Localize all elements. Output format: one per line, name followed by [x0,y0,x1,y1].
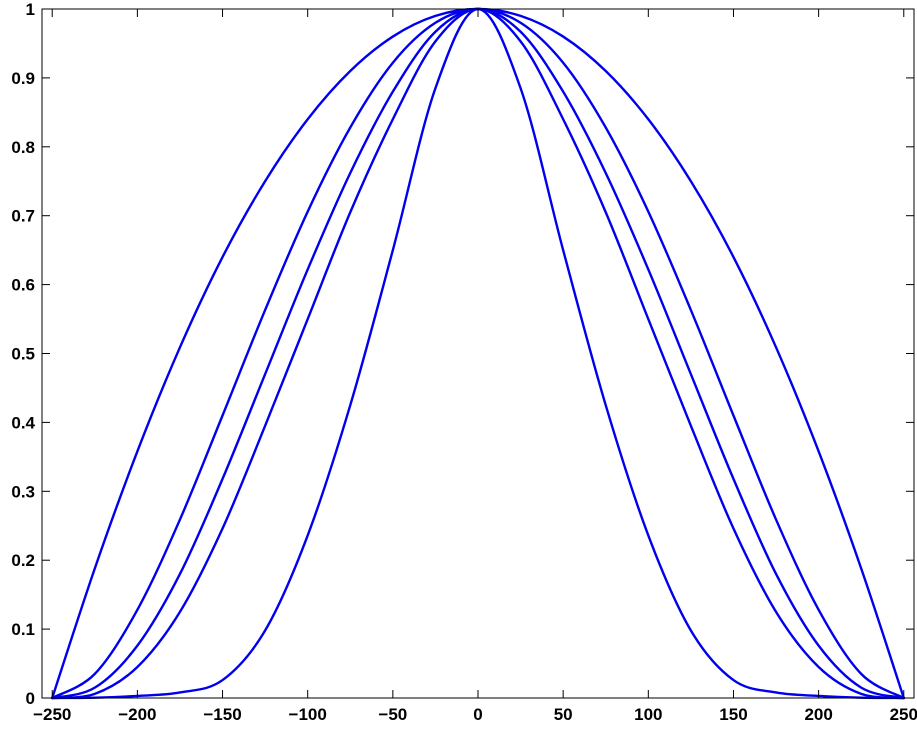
x-tick-label: 250 [890,705,917,724]
y-tick-label: 0.6 [11,276,35,295]
y-tick-label: 0.8 [11,138,35,157]
y-tick-label: 0 [26,689,35,708]
y-tick-label: 0.2 [11,551,35,570]
y-tick-label: 0.9 [11,69,35,88]
x-axis-tick-labels: −250 −200 −150 −100 −50 0 50 100 150 200 250 [33,705,917,724]
y-tick-label: 0.3 [11,482,35,501]
y-tick-label: 1 [26,0,35,19]
x-tick-label: 200 [804,705,832,724]
y-tick-label: 0.7 [11,207,35,226]
x-tick-label: −250 [33,705,71,724]
y-tick-label: 0.4 [11,413,35,432]
x-tick-label: −150 [203,705,241,724]
x-tick-label: −50 [378,705,407,724]
y-tick-label: 0.5 [11,345,35,364]
x-tick-label: 100 [634,705,662,724]
tick-layer [42,8,914,699]
y-tick-label: 0.1 [11,620,35,639]
x-tick-label: 150 [719,705,747,724]
x-tick-label: 50 [554,705,573,724]
x-tick-label: −100 [289,705,327,724]
x-tick-label: −200 [118,705,156,724]
x-tick-label: 0 [473,705,482,724]
y-axis-tick-labels: 0 0.1 0.2 0.3 0.4 0.5 0.6 0.7 0.8 0.9 1 [11,0,35,708]
